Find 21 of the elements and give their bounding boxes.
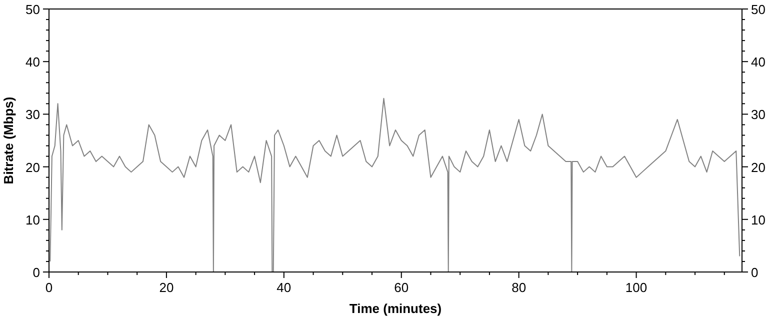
x-tick-label: 100 bbox=[625, 280, 648, 295]
x-tick-label: 80 bbox=[512, 280, 526, 295]
y2-tick-label: 0 bbox=[751, 265, 758, 280]
x-tick-label: 0 bbox=[45, 280, 53, 295]
line-series bbox=[50, 98, 740, 272]
x-axis-title: Time (minutes) bbox=[349, 301, 442, 316]
y-tick-label: 30 bbox=[26, 107, 40, 122]
y2-tick-label: 30 bbox=[751, 107, 766, 122]
y-tick-label: 0 bbox=[32, 265, 40, 280]
y-tick-label: 40 bbox=[26, 54, 40, 70]
y2-tick-label: 10 bbox=[751, 212, 766, 228]
x-tick-label: 20 bbox=[159, 280, 174, 295]
x-tick-label: 60 bbox=[394, 280, 409, 295]
x-tick-label: 40 bbox=[276, 280, 292, 295]
y-tick-label: 50 bbox=[26, 2, 40, 17]
y-axis-title: Bitrate (Mbps) bbox=[1, 96, 16, 184]
y2-tick-label: 40 bbox=[751, 54, 766, 70]
y2-tick-label: 20 bbox=[751, 160, 766, 175]
y2-tick-label: 50 bbox=[751, 2, 766, 17]
y-tick-label: 20 bbox=[26, 160, 40, 175]
y-tick-label: 10 bbox=[26, 212, 40, 228]
